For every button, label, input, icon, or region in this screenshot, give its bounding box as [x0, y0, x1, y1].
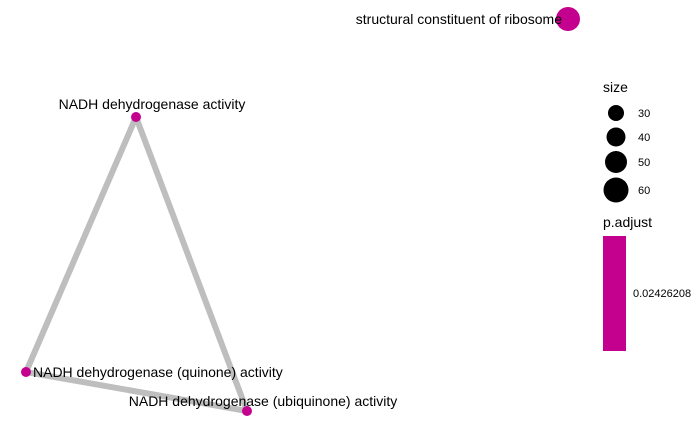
size-legend-title: size [603, 79, 628, 95]
node-label-n1: structural constituent of ribosome [356, 11, 562, 27]
size-legend-key-40 [606, 127, 626, 147]
size-legend-label-50: 50 [638, 157, 650, 169]
edges-layer [23, 114, 250, 414]
size-legend-label-40: 40 [638, 132, 650, 144]
color-legend-title: p.adjust [603, 214, 652, 230]
node-n4 [242, 406, 252, 416]
node-label-n4: NADH dehydrogenase (ubiquinone) activity [129, 393, 397, 409]
size-legend: size 30 40 50 60 [603, 79, 650, 203]
edge-n3-n4 [23, 369, 250, 414]
size-legend-label-30: 30 [638, 108, 650, 120]
node-n1 [556, 7, 580, 31]
node-label-n3: NADH dehydrogenase (quinone) activity [33, 364, 283, 380]
size-legend-key-30 [608, 105, 624, 121]
edge-n2-n4 [133, 114, 250, 414]
size-legend-key-50 [605, 151, 627, 173]
color-legend-tick-label: 0.02426208 [633, 288, 691, 300]
labels-layer: structural constituent of ribosome NADH d… [33, 11, 562, 409]
node-n2 [131, 112, 141, 122]
node-n3 [21, 367, 31, 377]
color-legend-bar [603, 236, 626, 351]
size-legend-label-60: 60 [638, 185, 650, 197]
color-legend: p.adjust 0.02426208 [603, 214, 691, 351]
node-label-n2: NADH dehydrogenase activity [59, 96, 246, 112]
nodes-layer [21, 7, 580, 416]
size-legend-key-60 [603, 177, 629, 203]
edge-n2-n3 [23, 114, 139, 375]
